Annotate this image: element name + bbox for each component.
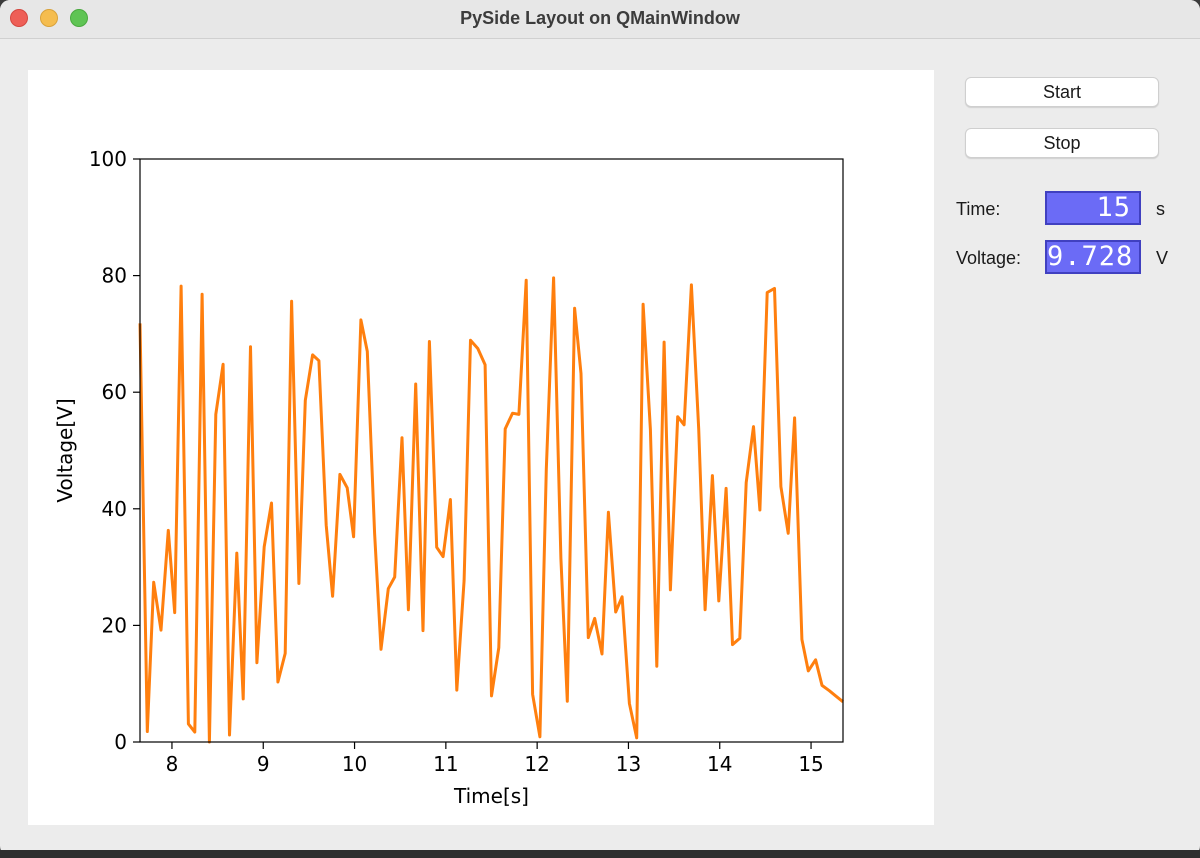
plot-canvas: 8 9 10 11 12 13 14 15 0 20 40 60 80 100 Time[s] Volta…	[28, 70, 934, 825]
x-tick-label: 10	[342, 752, 367, 776]
minimize-window-button[interactable]	[40, 9, 58, 27]
x-axis-label: Time[s]	[453, 784, 529, 808]
y-tick-label: 100	[89, 147, 127, 171]
time-lcd-display: 15	[1045, 191, 1141, 225]
voltage-series-line	[138, 276, 844, 744]
stop-button[interactable]: Stop	[965, 128, 1159, 158]
title-bar: PySide Layout on QMainWindow	[0, 0, 1200, 39]
close-window-button[interactable]	[10, 9, 28, 27]
desktop-strip	[0, 850, 1200, 858]
y-tick-label: 60	[102, 380, 127, 404]
time-label: Time:	[956, 199, 1001, 219]
plot-axes-frame	[139, 158, 844, 743]
window-title: PySide Layout on QMainWindow	[460, 8, 740, 28]
y-tick-label: 40	[102, 497, 127, 521]
y-tick-label: 0	[114, 730, 127, 754]
y-tick-label: 80	[102, 264, 127, 288]
voltage-label: Voltage:	[956, 248, 1022, 268]
voltage-lcd-display: 9.728	[1045, 240, 1141, 274]
x-tick-label: 13	[616, 752, 641, 776]
x-tick-label: 12	[524, 752, 549, 776]
zoom-window-button[interactable]	[70, 9, 88, 27]
time-unit: s	[1156, 199, 1165, 219]
x-tick-label: 14	[707, 752, 732, 776]
x-tick-label: 15	[798, 752, 823, 776]
x-tick-label: 8	[166, 752, 179, 776]
y-axis-label: Voltage[V]	[53, 398, 77, 502]
voltage-unit: V	[1156, 248, 1169, 268]
x-tick-label: 9	[257, 752, 270, 776]
voltage-chart: 8 9 10 11 12 13 14 15 0 20 40 60 80 100 Time[s] Volta…	[53, 147, 844, 808]
x-tick-label: 11	[433, 752, 458, 776]
start-button[interactable]: Start	[965, 77, 1159, 107]
y-tick-label: 20	[102, 613, 127, 637]
